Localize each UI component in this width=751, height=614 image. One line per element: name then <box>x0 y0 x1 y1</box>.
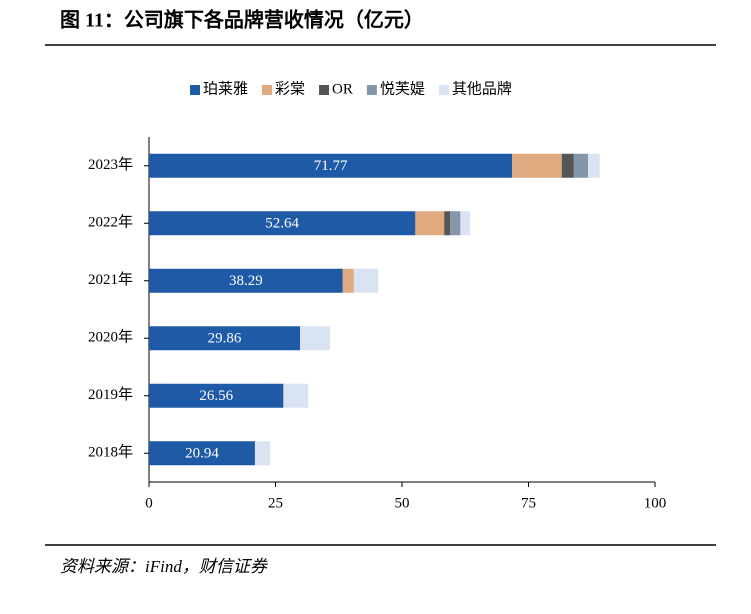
bar-segment <box>149 211 416 236</box>
legend-swatch <box>262 85 273 95</box>
bar-segment <box>588 153 600 178</box>
bar-segment <box>342 268 354 293</box>
y-tick-label: 2023年 <box>88 156 133 173</box>
bar-segment <box>561 153 574 178</box>
y-tick-label: 2021年 <box>88 271 133 288</box>
value-label: 26.56 <box>199 388 233 404</box>
bar-segment <box>353 268 379 293</box>
value-label: 38.29 <box>229 273 263 289</box>
bar-segment <box>460 211 471 236</box>
legend-label: 悦芙媞 <box>380 80 425 97</box>
legend-swatch <box>438 85 449 95</box>
bar-segment <box>444 211 451 236</box>
value-label: 52.64 <box>265 216 299 232</box>
x-tick-label: 0 <box>145 495 153 511</box>
bar-segment <box>415 211 445 236</box>
bar-segment <box>254 441 271 466</box>
y-tick-label: 2019年 <box>88 386 133 403</box>
bar-segment <box>300 326 330 351</box>
legend-swatch <box>319 85 330 95</box>
legend-label: 珀莱雅 <box>203 80 248 97</box>
legend-label: OR <box>332 81 353 97</box>
legend-swatch <box>190 85 200 95</box>
legend-label: 其他品牌 <box>452 80 512 97</box>
x-tick-label: 50 <box>395 495 410 511</box>
chart-title: 图 11：公司旗下各品牌营收情况（亿元） <box>60 8 424 32</box>
bar-segment <box>149 326 301 351</box>
y-tick-label: 2018年 <box>88 444 133 461</box>
x-tick-label: 75 <box>521 495 536 511</box>
bar-segment <box>149 153 513 178</box>
source-note: 资料来源：iFind，财信证券 <box>60 557 269 576</box>
bar-segment <box>512 153 562 178</box>
bar-segment <box>149 441 255 466</box>
value-label: 20.94 <box>185 446 219 462</box>
bar-segment <box>283 383 309 408</box>
bar-segment <box>450 211 461 236</box>
y-tick-label: 2020年 <box>88 329 133 346</box>
x-tick-label: 25 <box>268 495 283 511</box>
value-label: 29.86 <box>208 331 242 347</box>
bar-segment <box>149 268 343 293</box>
value-label: 71.77 <box>314 158 348 174</box>
bar-segment <box>149 383 284 408</box>
y-tick-label: 2022年 <box>88 214 133 231</box>
legend-label: 彩棠 <box>275 80 305 97</box>
bar-segment <box>573 153 589 178</box>
x-tick-label: 100 <box>644 495 667 511</box>
legend-swatch <box>366 85 377 95</box>
